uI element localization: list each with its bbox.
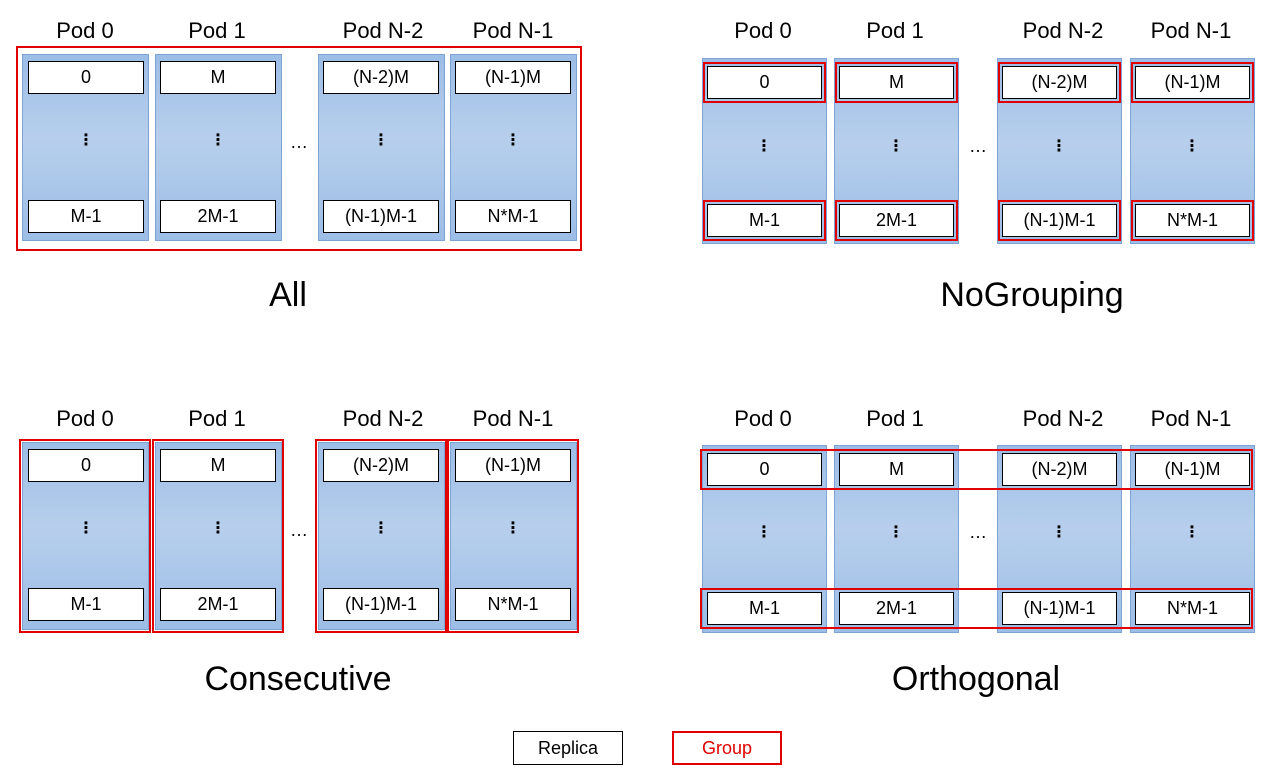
pod-header-1: Pod 1 (188, 406, 246, 431)
vertical-ellipsis: ⋮ (888, 524, 904, 541)
pod-header-1: Pod 1 (188, 18, 246, 43)
group-box (703, 200, 826, 241)
vertical-ellipsis: ⋮ (210, 132, 226, 149)
group-box (16, 46, 582, 251)
panel-label-nogrouping: NoGrouping (940, 276, 1124, 314)
replica-cell: (N-2)M (323, 449, 439, 482)
replica-cell: M-1 (28, 200, 144, 233)
replica-cell: (N-1)M (1135, 453, 1250, 486)
horizontal-ellipsis: … (290, 520, 308, 540)
vertical-ellipsis: ⋮ (373, 520, 389, 537)
vertical-ellipsis: ⋮ (756, 524, 772, 541)
pod-header-1: Pod 1 (866, 406, 924, 431)
replica-cell: 0 (28, 61, 144, 94)
group-box (703, 62, 826, 103)
pod-header-0: Pod 0 (734, 406, 792, 431)
replica-cell: M (839, 453, 954, 486)
replica-cell: 2M-1 (160, 200, 276, 233)
vertical-ellipsis: ⋮ (1184, 524, 1200, 541)
group-box (315, 439, 447, 633)
replica-cell: (N-2)M (323, 61, 439, 94)
pod-header-0: Pod 0 (56, 18, 114, 43)
replica-cell: N*M-1 (455, 588, 571, 621)
pod-header-n-1: Pod N-1 (472, 406, 554, 431)
replica-cell: (N-2)M (1002, 66, 1117, 99)
pod-header-n-1: Pod N-1 (1150, 406, 1232, 431)
pod-header-n-2: Pod N-2 (342, 18, 424, 43)
replica-cell: (N-1)M-1 (1002, 204, 1117, 237)
group-box (1131, 62, 1254, 103)
replica-cell: M (160, 449, 276, 482)
panel-label-all: All (269, 276, 307, 314)
replica-cell: 0 (28, 449, 144, 482)
group-box (998, 200, 1121, 241)
replica-cell: (N-1)M (455, 61, 571, 94)
vertical-ellipsis: ⋮ (505, 520, 521, 537)
pod-header-n-1: Pod N-1 (1150, 18, 1232, 43)
pod-header-1: Pod 1 (866, 18, 924, 43)
legend-group: Group (672, 731, 782, 765)
vertical-ellipsis: ⋮ (373, 132, 389, 149)
replica-cell: (N-1)M-1 (323, 200, 439, 233)
replica-cell: M-1 (28, 588, 144, 621)
replica-cell: (N-1)M-1 (323, 588, 439, 621)
vertical-ellipsis: ⋮ (888, 138, 904, 155)
replica-cell: M-1 (707, 592, 822, 625)
pod-header-0: Pod 0 (734, 18, 792, 43)
group-box (700, 588, 1253, 629)
replica-cell: (N-1)M (1135, 66, 1250, 99)
pod-header-n-2: Pod N-2 (342, 406, 424, 431)
pod-header-n-2: Pod N-2 (1022, 406, 1104, 431)
replica-cell: 0 (707, 453, 822, 486)
replica-cell: N*M-1 (455, 200, 571, 233)
replica-cell: M (839, 66, 954, 99)
replica-cell: (N-1)M-1 (1002, 592, 1117, 625)
group-box (835, 62, 958, 103)
vertical-ellipsis: ⋮ (78, 520, 94, 537)
vertical-ellipsis: ⋮ (1051, 524, 1067, 541)
replica-cell: M-1 (707, 204, 822, 237)
horizontal-ellipsis: … (969, 136, 987, 156)
replica-cell: 2M-1 (839, 204, 954, 237)
replica-cell: 2M-1 (160, 588, 276, 621)
group-box (700, 449, 1253, 490)
legend-replica: Replica (513, 731, 623, 765)
vertical-ellipsis: ⋮ (1184, 138, 1200, 155)
vertical-ellipsis: ⋮ (1051, 138, 1067, 155)
pod-header-n-2: Pod N-2 (1022, 18, 1104, 43)
panel-label-consecutive: Consecutive (204, 660, 392, 698)
replica-cell: (N-1)M (455, 449, 571, 482)
pod-header-0: Pod 0 (56, 406, 114, 431)
group-box (835, 200, 958, 241)
replica-cell: 0 (707, 66, 822, 99)
pod-header-n-1: Pod N-1 (472, 18, 554, 43)
vertical-ellipsis: ⋮ (78, 132, 94, 149)
replica-cell: 2M-1 (839, 592, 954, 625)
group-box (1131, 200, 1254, 241)
replica-cell: N*M-1 (1135, 592, 1250, 625)
replica-cell: (N-2)M (1002, 453, 1117, 486)
panel-label-orthogonal: Orthogonal (891, 660, 1061, 698)
group-box (998, 62, 1121, 103)
horizontal-ellipsis: … (969, 522, 987, 542)
group-box (152, 439, 284, 633)
group-box (19, 439, 151, 633)
vertical-ellipsis: ⋮ (505, 132, 521, 149)
vertical-ellipsis: ⋮ (756, 138, 772, 155)
replica-cell: N*M-1 (1135, 204, 1250, 237)
group-box (447, 439, 579, 633)
horizontal-ellipsis: … (290, 132, 308, 152)
replica-cell: M (160, 61, 276, 94)
vertical-ellipsis: ⋮ (210, 520, 226, 537)
